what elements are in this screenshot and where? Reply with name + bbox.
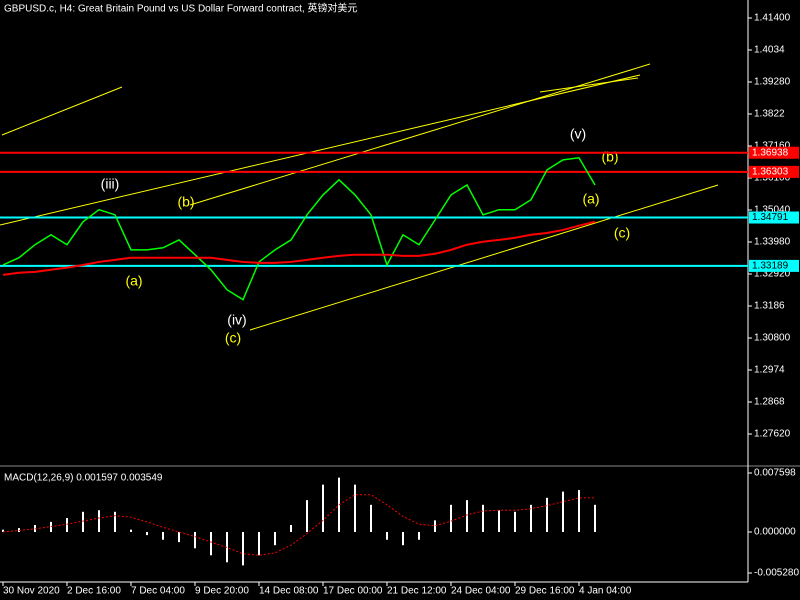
y-tick-label: 1.4034 (754, 45, 785, 56)
macd-bar (354, 484, 356, 532)
macd-bar (370, 504, 372, 532)
y-tick-label: 1.35040 (754, 205, 791, 216)
wave-label: (c) (614, 225, 630, 241)
macd-bar (82, 511, 84, 532)
trendline (249, 184, 719, 331)
trendlines (0, 63, 719, 331)
macd-bar (258, 531, 260, 556)
macd-bar (434, 520, 436, 532)
y-tick-label: 1.2868 (754, 397, 785, 408)
macd-bar (450, 504, 452, 532)
macd-bar (466, 500, 468, 532)
y-tick-label: 1.41400 (754, 13, 791, 24)
macd-bar (242, 531, 244, 566)
macd-bar (322, 484, 324, 532)
x-tick-label: 14 Dec 08:00 (259, 586, 319, 597)
macd-bar (546, 497, 548, 532)
price-tag-label: 1.34791 (752, 212, 789, 223)
trendline (1, 86, 123, 136)
macd-bar (178, 531, 180, 543)
x-tick-label: 30 Nov 2020 (3, 586, 60, 597)
y-tick-label: 1.37160 (754, 141, 791, 152)
price-tag (749, 211, 799, 224)
wave-label: (iv) (227, 312, 246, 328)
trendline (539, 77, 639, 93)
macd-bar (418, 531, 420, 540)
macd-bar (386, 531, 388, 540)
wave-labels: (iii) (b) (a) (iv) (c) (v) (b) (a) (c) (101, 126, 630, 346)
macd-bar (498, 510, 500, 532)
macd-bar (514, 511, 516, 532)
macd-bar (2, 529, 4, 532)
macd-bar (594, 504, 596, 532)
price-tag (749, 146, 799, 159)
price-tag-label: 1.36938 (752, 147, 789, 158)
y-tick-label: 1.33980 (754, 237, 791, 248)
chart-title: GBPUSD.c, H4: Great Britain Pound vs US … (4, 2, 357, 15)
macd-bar (162, 531, 164, 540)
macd-bar (146, 531, 148, 536)
y-tick-label: 1.39280 (754, 77, 791, 88)
x-tick-label: 7 Dec 04:00 (131, 586, 185, 597)
price-tag-label: 1.33189 (752, 261, 789, 272)
macd-title: MACD(12,26,9) 0.001597 0.003549 (4, 473, 163, 484)
y-tick-label: 1.27620 (754, 429, 791, 440)
macd-bar (306, 500, 308, 532)
y-tick-label: 1.3822 (754, 109, 785, 120)
macd-bar (402, 531, 404, 546)
macd-bar (98, 510, 100, 532)
y-tick-label: 1.2974 (754, 365, 785, 376)
macd-bar (194, 531, 196, 549)
price-line (2, 156, 596, 301)
macd-bar (66, 518, 68, 532)
wave-label: (c) (225, 330, 241, 346)
macd-bar (290, 525, 292, 532)
wave-label: (a) (125, 273, 142, 289)
wave-label: (a) (582, 191, 599, 207)
y-tick-label: 1.3186 (754, 301, 785, 312)
macd-bar (274, 531, 276, 546)
macd-bar (530, 504, 532, 532)
y-tick-label: 1.32920 (754, 269, 791, 280)
macd-bar (130, 529, 132, 532)
x-tick-label: 2 Dec 16:00 (67, 586, 121, 597)
price-tag-label: 1.36303 (752, 167, 789, 178)
x-tick-label: 29 Dec 16:00 (515, 586, 575, 597)
wave-label: (b) (601, 149, 618, 165)
moving-average (2, 220, 596, 276)
y-tick-label: 0.007598 (754, 468, 796, 479)
price-tag (749, 259, 799, 272)
x-tick-label: 4 Jan 04:00 (579, 586, 632, 597)
y-tick-label: -0.005280 (754, 568, 799, 579)
macd-bar (482, 504, 484, 532)
x-tick-label: 17 Dec 00:00 (323, 586, 383, 597)
wave-label: (v) (570, 126, 586, 142)
y-tick-label: 1.30800 (754, 333, 791, 344)
wave-label: (b) (177, 194, 194, 210)
x-tick-label: 24 Dec 04:00 (451, 586, 511, 597)
macd-bar (114, 511, 116, 532)
y-tick-label: 1.36100 (754, 173, 791, 184)
price-tag (749, 165, 799, 178)
wave-label: (iii) (101, 176, 120, 192)
x-tick-label: 21 Dec 12:00 (387, 586, 447, 597)
x-tick-label: 9 Dec 20:00 (195, 586, 249, 597)
macd-bar (562, 491, 564, 532)
y-tick-label: 0.000000 (754, 527, 796, 538)
macd-bar (210, 531, 212, 556)
macd-bar (578, 490, 580, 532)
